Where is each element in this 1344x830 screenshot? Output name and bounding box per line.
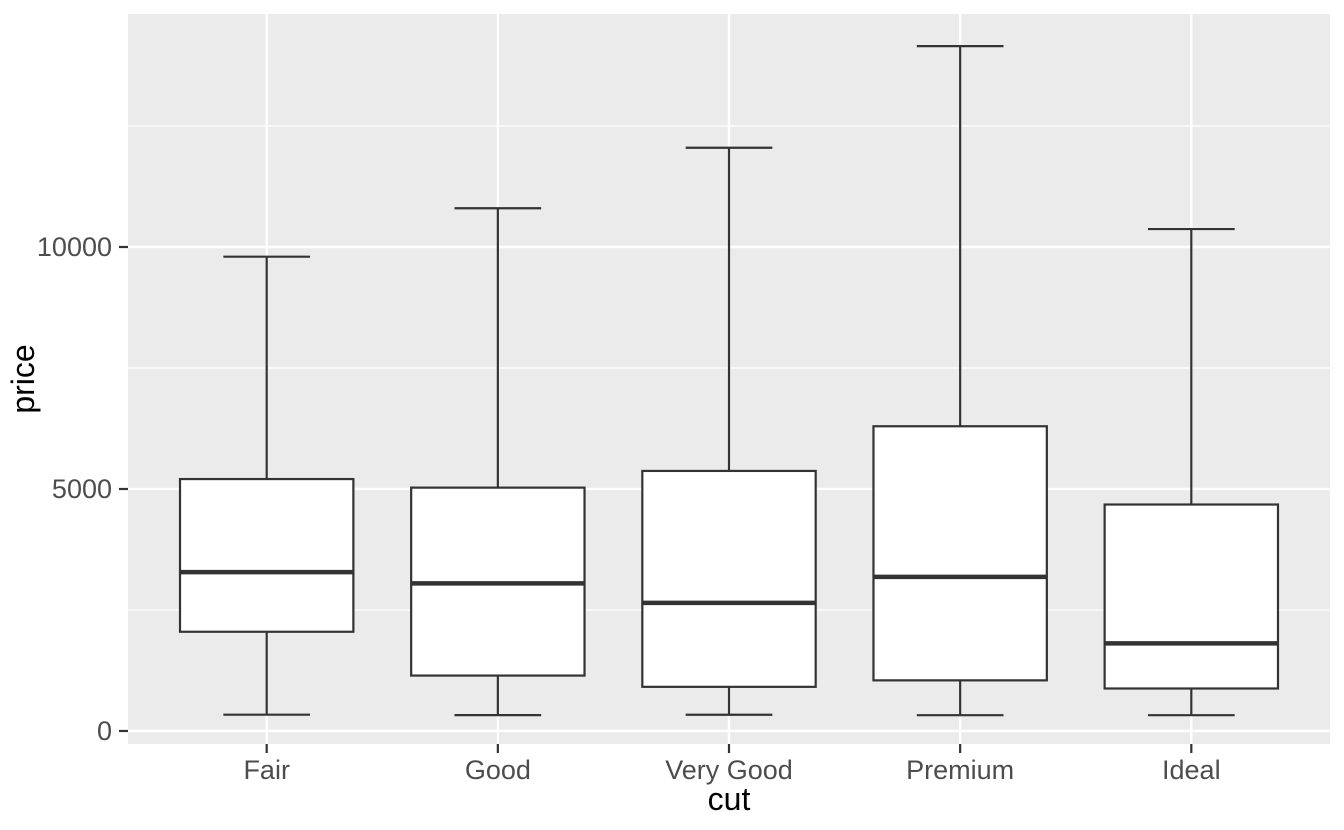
iqr-box bbox=[1103, 503, 1280, 690]
box-group-ideal bbox=[1103, 227, 1280, 717]
y-tick-label: 0 bbox=[97, 716, 112, 746]
x-axis-ticks bbox=[265, 744, 1193, 753]
box-group-very-good bbox=[641, 146, 817, 716]
box-group-premium bbox=[872, 45, 1048, 717]
box-group-good bbox=[410, 207, 586, 717]
iqr-box bbox=[641, 469, 817, 688]
box-group-fair bbox=[178, 255, 355, 716]
x-tick-label: Good bbox=[465, 755, 531, 785]
y-axis-ticks bbox=[119, 245, 128, 733]
y-tick-label: 5000 bbox=[52, 474, 112, 504]
x-axis-title: cut bbox=[708, 781, 751, 817]
x-tick-label: Very Good bbox=[665, 755, 793, 785]
x-tick-label: Fair bbox=[243, 755, 290, 785]
boxplot-series bbox=[178, 45, 1280, 717]
iqr-box bbox=[872, 425, 1048, 682]
x-tick-label: Ideal bbox=[1162, 755, 1221, 785]
iqr-box bbox=[178, 477, 355, 633]
y-axis-tick-labels: 0 5000 10000 bbox=[37, 232, 112, 746]
y-axis-title: price bbox=[5, 344, 41, 413]
x-tick-label: Premium bbox=[906, 755, 1014, 785]
y-tick-label: 10000 bbox=[37, 232, 112, 262]
x-axis-tick-labels: Fair Good Very Good Premium Ideal bbox=[243, 755, 1220, 785]
